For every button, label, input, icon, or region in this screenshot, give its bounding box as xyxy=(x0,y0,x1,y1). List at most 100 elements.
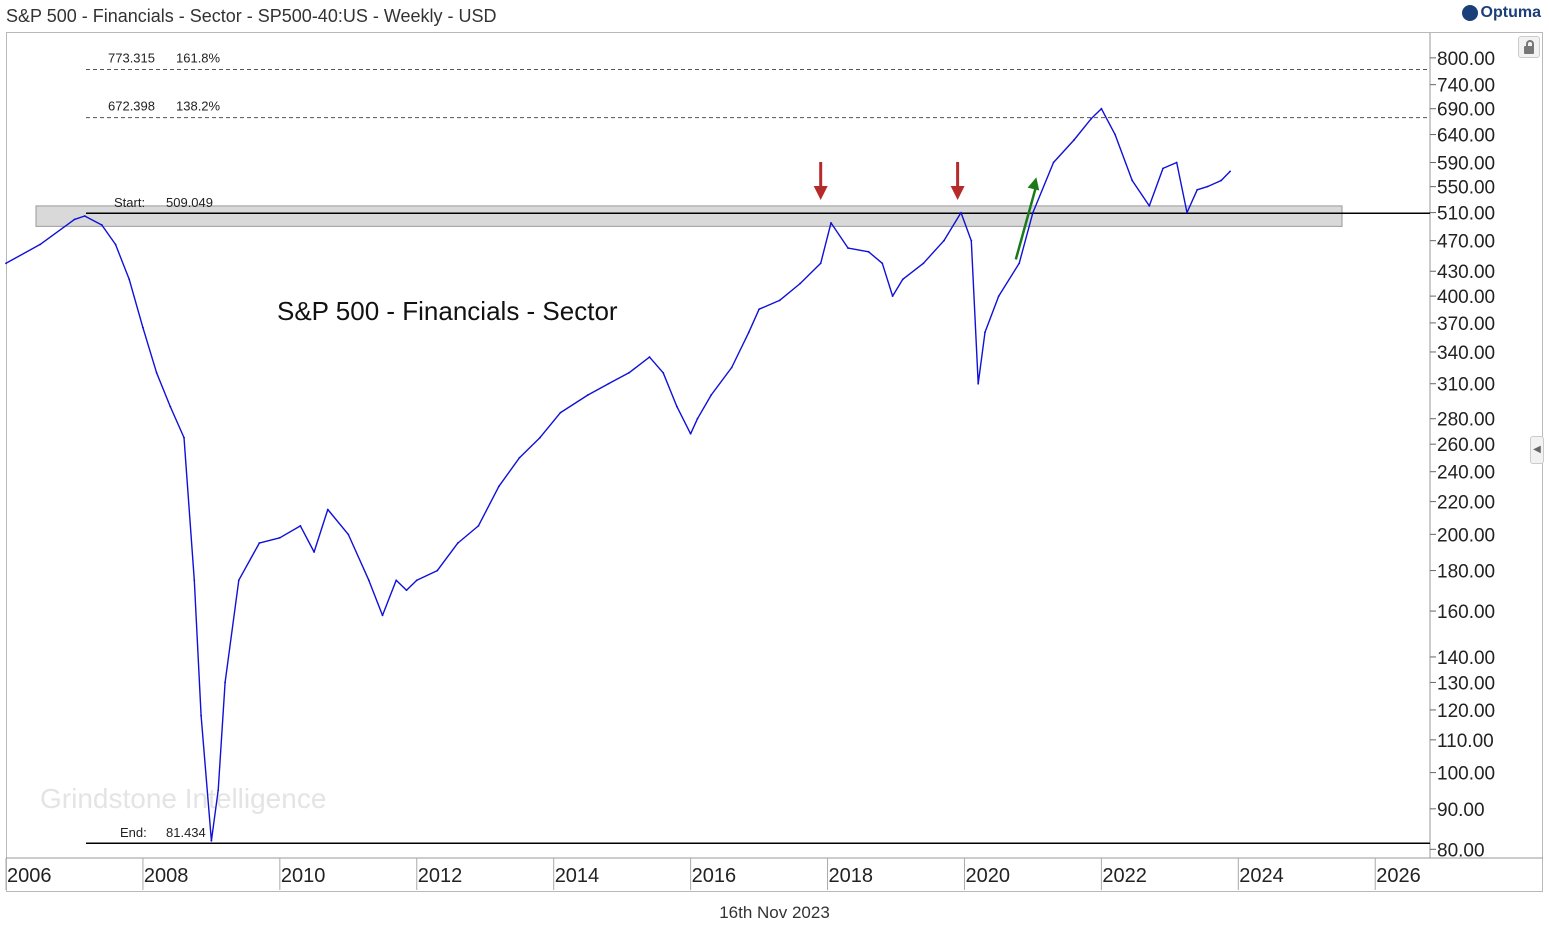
data-point xyxy=(73,218,76,221)
data-point xyxy=(128,278,131,281)
data-point xyxy=(1114,133,1116,136)
data-point xyxy=(1162,167,1164,170)
start-value: 509.049 xyxy=(166,195,213,210)
data-point xyxy=(39,243,42,246)
data-point xyxy=(648,356,651,358)
data-point xyxy=(778,299,781,302)
data-point xyxy=(943,239,945,242)
data-point xyxy=(436,569,439,572)
data-point xyxy=(299,524,302,527)
y-tick-label: 510.00 xyxy=(1437,204,1495,225)
data-point xyxy=(970,239,973,242)
x-tick-label: 2026 xyxy=(1376,865,1421,887)
y-tick-label: 160.00 xyxy=(1437,602,1495,623)
data-point xyxy=(1018,262,1021,265)
up-arrow-icon xyxy=(1014,177,1040,260)
data-point xyxy=(696,417,699,420)
data-point xyxy=(224,681,226,684)
data-point xyxy=(200,714,203,717)
optuma-logo: Optuma xyxy=(1461,4,1541,22)
data-point xyxy=(367,579,370,582)
data-point xyxy=(847,247,849,249)
y-tick-label: 470.00 xyxy=(1437,232,1495,253)
brand-label: Optuma xyxy=(1480,4,1541,21)
data-point xyxy=(155,371,158,374)
data-point xyxy=(498,485,500,488)
data-point xyxy=(819,262,822,265)
lock-icon xyxy=(1524,40,1534,54)
expand-panel-button[interactable]: ◀ xyxy=(1530,436,1544,464)
y-tick-label: 200.00 xyxy=(1437,525,1495,546)
data-point xyxy=(313,551,315,553)
data-point xyxy=(1148,205,1151,207)
down-arrow-head xyxy=(950,186,965,200)
data-point xyxy=(587,394,589,396)
y-tick-label: 590.00 xyxy=(1437,154,1495,175)
data-point xyxy=(747,331,750,334)
y-tick-label: 310.00 xyxy=(1437,375,1495,396)
end-value: 81.434 xyxy=(166,825,206,840)
data-point xyxy=(456,542,459,544)
y-tick-label: 90.00 xyxy=(1437,800,1485,821)
y-tick-label: 430.00 xyxy=(1437,262,1495,283)
x-tick-label: 2014 xyxy=(555,865,600,887)
x-tick-label: 2016 xyxy=(692,865,737,887)
data-point xyxy=(758,308,760,311)
data-point xyxy=(169,405,172,408)
up-arrow-head xyxy=(1027,177,1040,191)
chevron-left-icon: ◀ xyxy=(1533,444,1541,455)
start-label: Start: xyxy=(114,195,145,210)
data-point xyxy=(395,579,398,582)
data-point xyxy=(193,579,196,582)
fib-pct-label: 138.2% xyxy=(176,99,221,114)
y-tick-label: 220.00 xyxy=(1437,493,1495,514)
chart-title: S&P 500 - Financials - Sector xyxy=(277,296,618,326)
data-point xyxy=(347,533,350,536)
up-arrow-shaft xyxy=(1014,185,1038,260)
data-point xyxy=(518,456,521,459)
x-tick-label: 2012 xyxy=(418,865,463,887)
data-point xyxy=(477,524,480,527)
y-tick-label: 800.00 xyxy=(1437,49,1495,70)
data-point xyxy=(210,839,213,842)
lock-button[interactable] xyxy=(1518,36,1540,58)
down-arrow-icon xyxy=(813,162,828,200)
chart-header-title: S&P 500 - Financials - Sector - SP500-40… xyxy=(6,6,497,26)
data-point xyxy=(881,262,884,265)
y-tick-label: 370.00 xyxy=(1437,314,1495,335)
data-point xyxy=(710,394,713,396)
x-tick-label: 2008 xyxy=(144,865,189,887)
x-tick-label: 2006 xyxy=(7,865,52,887)
data-point xyxy=(1100,107,1103,110)
data-point xyxy=(1073,139,1075,141)
data-point xyxy=(415,579,418,582)
y-tick-label: 280.00 xyxy=(1437,410,1495,431)
y-tick-label: 550.00 xyxy=(1437,178,1495,199)
data-point xyxy=(830,221,832,224)
data-point xyxy=(100,224,103,226)
data-point xyxy=(1032,211,1034,214)
x-tick-label: 2020 xyxy=(965,865,1010,887)
data-point xyxy=(1206,185,1209,188)
support-band xyxy=(35,205,1343,227)
data-point xyxy=(405,589,408,592)
data-point xyxy=(676,405,678,408)
data-point xyxy=(960,211,962,214)
x-tick-label: 2022 xyxy=(1102,865,1147,887)
down-arrow-head xyxy=(813,186,828,200)
data-point xyxy=(1131,179,1134,182)
y-tick-label: 690.00 xyxy=(1437,100,1495,121)
y-tick-label: 120.00 xyxy=(1437,701,1495,722)
y-tick-label: 130.00 xyxy=(1437,673,1495,694)
data-point xyxy=(901,278,904,281)
data-point xyxy=(628,371,630,374)
data-point xyxy=(83,215,86,217)
fib-value-label: 773.315 xyxy=(108,51,155,66)
y-tick-label: 740.00 xyxy=(1437,76,1495,97)
data-point xyxy=(891,295,894,298)
fib-pct-label: 161.8% xyxy=(176,51,221,66)
y-tick-label: 140.00 xyxy=(1437,648,1495,669)
data-point xyxy=(5,262,7,265)
y-tick-label: 340.00 xyxy=(1437,343,1495,364)
